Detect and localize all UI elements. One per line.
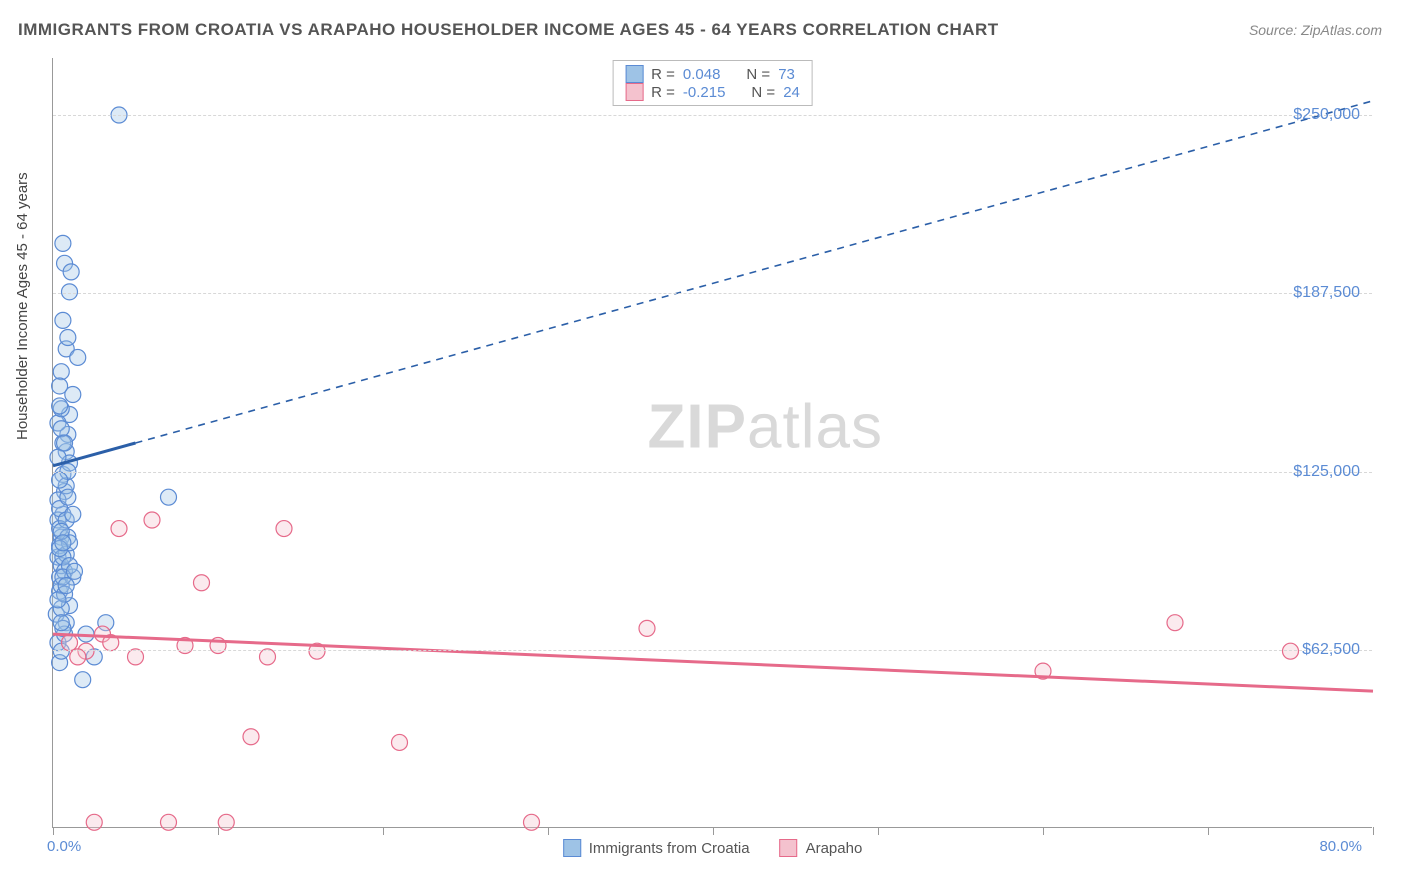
- series-legend: Immigrants from Croatia Arapaho: [563, 839, 863, 857]
- data-point: [62, 284, 78, 300]
- swatch-series-1: [625, 65, 643, 83]
- y-tick-label: $62,500: [1302, 641, 1360, 659]
- x-tick: [1043, 827, 1044, 835]
- r-value-2: -0.215: [683, 84, 726, 101]
- x-tick: [713, 827, 714, 835]
- data-point: [111, 521, 127, 537]
- x-tick: [1373, 827, 1374, 835]
- data-point: [53, 421, 69, 437]
- x-tick: [53, 827, 54, 835]
- data-point: [62, 635, 78, 651]
- data-point: [57, 435, 73, 451]
- n-value-1: 73: [778, 66, 795, 83]
- r-label: R =: [651, 84, 675, 101]
- data-point: [53, 615, 69, 631]
- data-point: [63, 264, 79, 280]
- data-point: [75, 672, 91, 688]
- data-point: [60, 329, 76, 345]
- y-tick-label: $250,000: [1293, 106, 1360, 124]
- n-label: N =: [746, 66, 770, 83]
- x-tick: [218, 827, 219, 835]
- data-point: [55, 312, 71, 328]
- data-point: [86, 814, 102, 830]
- swatch-series-2-bottom: [780, 839, 798, 857]
- data-point: [55, 535, 71, 551]
- y-tick-label: $125,000: [1293, 463, 1360, 481]
- data-point: [66, 563, 82, 579]
- r-label: R =: [651, 66, 675, 83]
- legend-item-1: Immigrants from Croatia: [563, 839, 750, 857]
- series-2-name: Arapaho: [806, 840, 863, 857]
- gridline-h: [53, 115, 1372, 116]
- data-point: [70, 649, 86, 665]
- legend-row-series-2: R = -0.215 N = 24: [625, 83, 800, 101]
- x-axis-min-label: 0.0%: [47, 838, 81, 855]
- x-tick: [383, 827, 384, 835]
- n-label: N =: [751, 84, 775, 101]
- data-point: [639, 620, 655, 636]
- legend-item-2: Arapaho: [780, 839, 863, 857]
- data-point: [60, 489, 76, 505]
- data-point: [128, 649, 144, 665]
- swatch-series-1-bottom: [563, 839, 581, 857]
- chart-title: IMMIGRANTS FROM CROATIA VS ARAPAHO HOUSE…: [18, 20, 999, 40]
- data-point: [161, 489, 177, 505]
- x-tick: [1208, 827, 1209, 835]
- data-point: [70, 349, 86, 365]
- data-point: [194, 575, 210, 591]
- y-axis-label: Householder Income Ages 45 - 64 years: [14, 172, 31, 440]
- data-point: [52, 398, 68, 414]
- data-point: [65, 506, 81, 522]
- data-point: [260, 649, 276, 665]
- correlation-legend: R = 0.048 N = 73 R = -0.215 N = 24: [612, 60, 813, 106]
- gridline-h: [53, 293, 1372, 294]
- x-axis-max-label: 80.0%: [1319, 838, 1362, 855]
- source-attribution: Source: ZipAtlas.com: [1249, 22, 1382, 38]
- swatch-series-2: [625, 83, 643, 101]
- data-point: [53, 364, 69, 380]
- scatter-svg: [53, 58, 1373, 828]
- x-tick: [548, 827, 549, 835]
- data-point: [55, 235, 71, 251]
- y-tick-label: $187,500: [1293, 284, 1360, 302]
- data-point: [52, 378, 68, 394]
- gridline-h: [53, 650, 1372, 651]
- data-point: [1167, 615, 1183, 631]
- legend-row-series-1: R = 0.048 N = 73: [625, 65, 800, 83]
- r-value-1: 0.048: [683, 66, 721, 83]
- data-point: [1283, 643, 1299, 659]
- data-point: [50, 592, 66, 608]
- trend-line-solid: [53, 634, 1373, 691]
- x-tick: [878, 827, 879, 835]
- data-point: [218, 814, 234, 830]
- data-point: [161, 814, 177, 830]
- data-point: [144, 512, 160, 528]
- data-point: [52, 472, 68, 488]
- data-point: [243, 729, 259, 745]
- data-point: [392, 734, 408, 750]
- series-1-name: Immigrants from Croatia: [589, 840, 750, 857]
- gridline-h: [53, 472, 1372, 473]
- data-point: [524, 814, 540, 830]
- data-point: [276, 521, 292, 537]
- trend-line-dashed: [136, 101, 1374, 443]
- chart-plot-area: ZIPatlas R = 0.048 N = 73 R = -0.215 N =…: [52, 58, 1372, 828]
- data-point: [58, 578, 74, 594]
- n-value-2: 24: [783, 84, 800, 101]
